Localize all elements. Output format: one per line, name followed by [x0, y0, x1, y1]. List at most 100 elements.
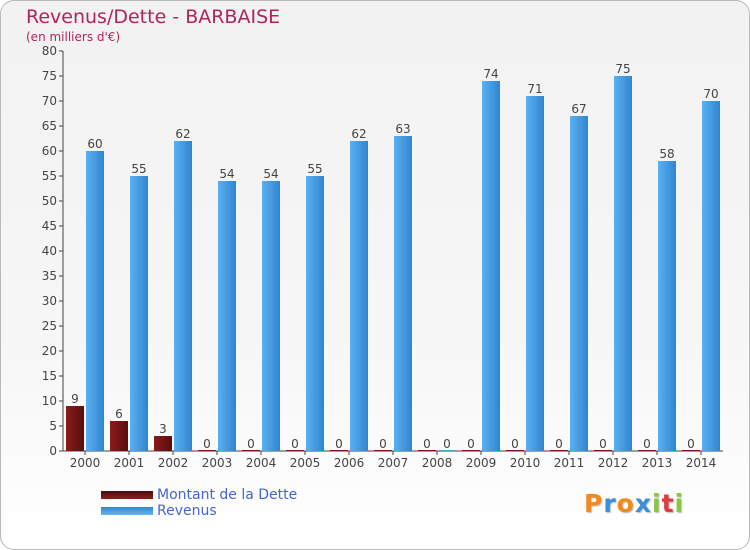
y-tick-label: 35 — [42, 269, 57, 283]
chart-subtitle: (en milliers d'€) — [26, 30, 121, 44]
bar-revenus-2010 — [526, 96, 544, 451]
data-label-dette-2014: 0 — [687, 437, 695, 451]
data-label-dette-2013: 0 — [643, 437, 651, 451]
x-tick-label: 2013 — [642, 456, 673, 470]
logo-letter: x — [634, 489, 652, 518]
data-label-revenus-2014: 70 — [703, 87, 718, 101]
x-tick-label: 2005 — [290, 456, 321, 470]
data-label-revenus-2001: 55 — [131, 162, 146, 176]
bar-dette-2007 — [374, 450, 392, 451]
bar-dette-2003 — [198, 450, 216, 451]
bar-revenus-2014 — [702, 101, 720, 451]
data-label-revenus-2003: 54 — [219, 167, 234, 181]
y-tick-label: 70 — [42, 94, 57, 108]
x-tick-label: 2007 — [378, 456, 409, 470]
data-label-revenus-2008: 0 — [443, 437, 451, 451]
y-tick-label: 45 — [42, 219, 57, 233]
data-label-revenus-2000: 60 — [87, 137, 102, 151]
x-tick-label: 2008 — [422, 456, 453, 470]
x-tick-label: 2003 — [202, 456, 233, 470]
data-label-revenus-2010: 71 — [527, 82, 542, 96]
bar-dette-2005 — [286, 450, 304, 451]
legend-label-dette: Montant de la Dette — [157, 487, 298, 503]
bar-dette-2010 — [506, 450, 524, 451]
bar-dette-2001 — [110, 421, 128, 451]
bar-revenus-2001 — [130, 176, 148, 451]
logo-letter: r — [603, 489, 617, 518]
data-label-revenus-2013: 58 — [659, 147, 674, 161]
data-label-revenus-2006: 62 — [351, 127, 366, 141]
bar-revenus-2013 — [658, 161, 676, 451]
data-label-dette-2005: 0 — [291, 437, 299, 451]
bar-dette-2004 — [242, 450, 260, 451]
x-tick-label: 2006 — [334, 456, 365, 470]
x-tick-label: 2011 — [554, 456, 585, 470]
x-tick-label: 2012 — [598, 456, 629, 470]
x-tick-label: 2014 — [686, 456, 717, 470]
x-tick-label: 2004 — [246, 456, 277, 470]
x-tick-label: 2009 — [466, 456, 497, 470]
bar-revenus-2000 — [86, 151, 104, 451]
y-tick-label: 80 — [42, 44, 57, 58]
bar-revenus-2012 — [614, 76, 632, 451]
chart-title: Revenus/Dette - BARBAISE — [26, 6, 281, 28]
bar-revenus-2007 — [394, 136, 412, 451]
data-label-revenus-2005: 55 — [307, 162, 322, 176]
data-label-dette-2002: 3 — [159, 422, 167, 436]
bar-dette-2013 — [638, 450, 656, 451]
data-label-dette-2000: 9 — [71, 392, 79, 406]
data-label-revenus-2009: 74 — [483, 67, 498, 81]
x-tick-label: 2002 — [158, 456, 189, 470]
data-label-dette-2010: 0 — [511, 437, 519, 451]
logo-letter: i — [652, 489, 662, 518]
logo-letter: o — [616, 489, 635, 518]
legend-swatch-dette — [101, 491, 153, 499]
data-label-revenus-2012: 75 — [615, 62, 630, 76]
data-label-revenus-2004: 54 — [263, 167, 278, 181]
data-label-dette-2004: 0 — [247, 437, 255, 451]
y-tick-label: 40 — [42, 244, 57, 258]
y-tick-label: 30 — [42, 294, 57, 308]
data-label-revenus-2007: 63 — [395, 122, 410, 136]
bar-dette-2008 — [418, 450, 436, 451]
bar-revenus-2002 — [174, 141, 192, 451]
bar-dette-2002 — [154, 436, 172, 451]
bar-dette-2000 — [66, 406, 84, 451]
bar-revenus-2008 — [438, 450, 456, 451]
bar-dette-2012 — [594, 450, 612, 451]
y-tick-label: 65 — [42, 119, 57, 133]
data-label-dette-2003: 0 — [203, 437, 211, 451]
bar-dette-2009 — [462, 450, 480, 451]
logo-letter: t — [661, 489, 675, 518]
x-tick-label: 2010 — [510, 456, 541, 470]
y-tick-label: 60 — [42, 144, 57, 158]
bar-revenus-2009 — [482, 81, 500, 451]
bar-dette-2006 — [330, 450, 348, 451]
x-tick-label: 2001 — [114, 456, 145, 470]
x-tick-label: 2000 — [70, 456, 101, 470]
data-label-dette-2008: 0 — [423, 437, 431, 451]
y-tick-label: 50 — [42, 194, 57, 208]
y-tick-label: 20 — [42, 344, 57, 358]
data-label-dette-2011: 0 — [555, 437, 563, 451]
data-label-dette-2001: 6 — [115, 407, 123, 421]
legend-label-revenus: Revenus — [157, 503, 217, 519]
data-label-revenus-2011: 67 — [571, 102, 586, 116]
bar-dette-2011 — [550, 450, 568, 451]
y-tick-label: 25 — [42, 319, 57, 333]
y-tick-label: 0 — [49, 444, 57, 458]
bar-revenus-2006 — [350, 141, 368, 451]
y-tick-label: 15 — [42, 369, 57, 383]
bar-revenus-2005 — [306, 176, 324, 451]
bar-revenus-2004 — [262, 181, 280, 451]
y-tick-label: 5 — [49, 419, 57, 433]
bar-revenus-2011 — [570, 116, 588, 451]
legend-swatch-revenus — [101, 507, 153, 515]
logo-letter: P — [584, 489, 604, 518]
data-label-dette-2009: 0 — [467, 437, 475, 451]
y-tick-label: 75 — [42, 69, 57, 83]
data-label-dette-2006: 0 — [335, 437, 343, 451]
bar-dette-2014 — [682, 450, 700, 451]
